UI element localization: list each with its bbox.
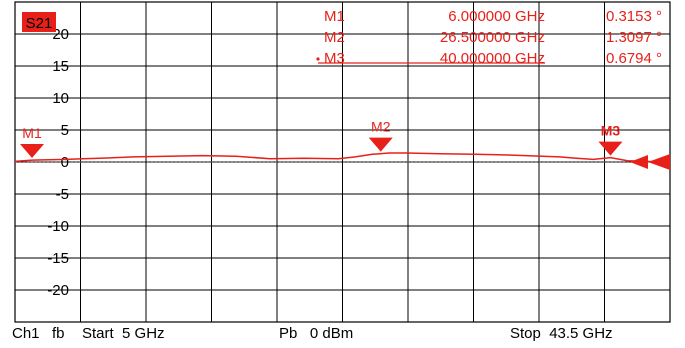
marker-2-label: M2: [371, 119, 391, 135]
marker-readout-value: 0.3153 °: [606, 8, 662, 25]
marker-readout-name: M1: [324, 8, 345, 25]
y-tick-label: -15: [47, 250, 69, 267]
marker-readout-name: M2: [324, 29, 345, 46]
y-tick-label: -10: [47, 218, 69, 235]
marker-readout-name: M3: [324, 50, 345, 67]
y-tick-label: -5: [56, 186, 69, 203]
marker-readout-value: 1.3097 °: [606, 29, 662, 46]
y-tick-label: 5: [61, 122, 69, 139]
trace-end-arrow: [648, 154, 670, 170]
trace-name-badge: [22, 12, 56, 32]
trace-line: [14, 152, 671, 163]
marker-readout-frequency: 6.000000 GHz: [448, 8, 545, 25]
reference-arrow: [630, 155, 648, 169]
marker-1-triangle: [20, 143, 45, 158]
trace-name-label: S21: [26, 15, 53, 32]
status-stop-frequency: Stop 43.5 GHz: [510, 325, 613, 342]
active-marker-dot: [316, 57, 320, 61]
marker-readout-frequency: 40.000000 GHz: [440, 50, 545, 67]
y-tick-label: -20: [47, 282, 69, 299]
marker-3-triangle: [598, 141, 623, 156]
marker-3-label: M3: [601, 123, 621, 139]
status-source-power: Pb 0 dBm: [279, 325, 354, 342]
marker-readout-value: 0.6794 °: [606, 50, 662, 67]
marker-2-triangle: [368, 137, 393, 152]
marker-1-label: M1: [22, 125, 42, 141]
y-tick-label: 20: [52, 26, 69, 43]
status-start-frequency: Start 5 GHz: [82, 325, 165, 342]
status-format: fb: [52, 325, 65, 342]
status-channel: Ch1: [12, 325, 40, 342]
y-tick-label: 0: [61, 154, 69, 171]
marker-readout-frequency: 26.500000 GHz: [440, 29, 545, 46]
y-tick-label: 10: [52, 90, 69, 107]
y-tick-label: 15: [52, 58, 69, 75]
